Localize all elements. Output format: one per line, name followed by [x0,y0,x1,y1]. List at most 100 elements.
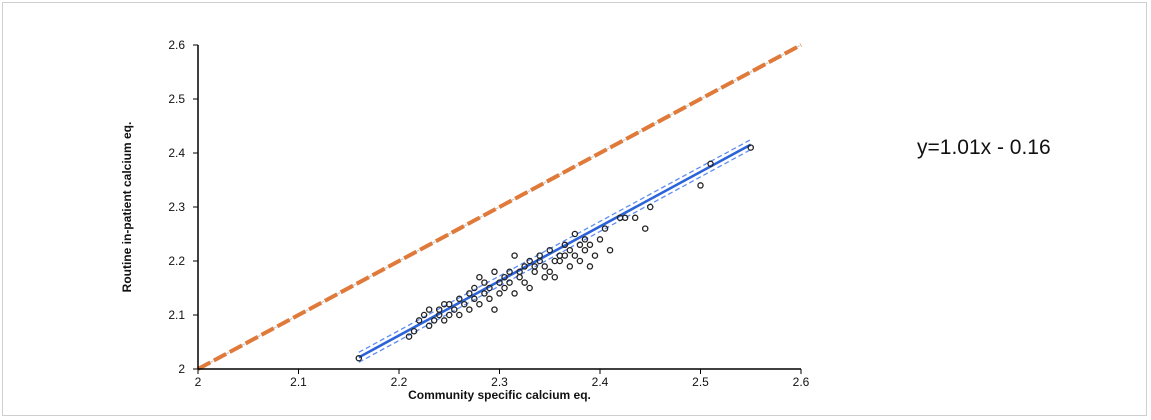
data-point [546,246,554,254]
data-point [445,300,453,308]
data-point [451,306,458,313]
data-point [566,263,574,270]
data-point [571,252,579,259]
regression-equation: y=1.01x - 0.16 [917,136,1051,159]
data-point [471,295,478,303]
data-point [476,300,483,308]
regression-line-layer [358,143,752,359]
data-point [435,306,443,313]
data-point [415,317,423,324]
data-point [576,257,584,265]
data-point [486,284,493,292]
x-tick-label: 2.2 [391,375,408,389]
data-point [566,246,574,254]
data-point [445,311,453,319]
x-axis-label: Community specific calcium eq. [408,388,591,402]
y-tick-label: 2.3 [168,200,185,214]
confidence-band-layer [358,139,752,363]
y-tick-label: 2.4 [168,146,185,160]
data-point [430,317,438,324]
confidence-upper [358,139,752,353]
y-axis-label: Routine in-patient calcium eq. [120,122,134,293]
data-point [481,290,488,297]
x-tick-label: 2.1 [290,375,307,389]
data-point [491,268,498,276]
data-point [410,327,418,335]
data-point [506,268,513,276]
data-point [461,300,468,308]
data-point [531,263,538,270]
data-point [471,284,478,292]
data-point [425,306,433,313]
data-point [511,252,518,259]
data-point [551,273,559,281]
data-point [491,306,498,313]
data-point [481,279,488,286]
data-point [596,236,604,243]
data-point [516,268,523,276]
x-tick-label: 2.6 [793,375,810,389]
data-point [425,322,433,330]
data-point [581,236,589,243]
y-tick-label: 2.6 [168,38,185,52]
data-point [546,268,554,276]
data-points-layer [355,144,755,362]
data-point [501,273,508,281]
x-tick-label: 2.5 [692,375,709,389]
data-point [571,230,579,238]
data-point [516,273,523,281]
data-point [621,214,629,222]
regression-line [358,143,752,359]
scatter-plot: 2 2.1 2.2 2.3 2.4 2.5 2.6 2 2.1 2.2 2.3 2.4 2.5 2.6 C… [120,38,1051,402]
identity-line-layer [197,43,802,371]
data-point [541,273,548,281]
data-point [456,295,463,303]
axes-layer: 2 2.1 2.2 2.3 2.4 2.5 2.6 2 2.1 2.2 2.3 2.4 2.5 2.6 [168,38,809,389]
data-point [531,268,538,276]
data-point [405,333,413,340]
data-point [541,263,548,270]
data-point [641,225,649,232]
data-point [631,214,639,222]
data-point [606,246,614,254]
data-point [466,290,473,297]
data-point [506,279,513,286]
data-point [440,317,448,324]
data-point [591,252,599,259]
identity-line [197,43,802,371]
data-point [576,241,584,249]
data-point [561,252,569,259]
data-point [647,203,654,211]
data-point [561,241,569,249]
data-point [556,257,564,265]
data-point [586,263,594,270]
data-point [420,311,428,319]
data-point [355,354,363,362]
data-point [511,290,518,297]
x-tick-label: 2.3 [491,375,508,389]
data-point [496,290,503,297]
y-tick-label: 2 [178,362,185,376]
data-point [476,273,483,281]
x-tick-label: 2 [195,375,202,389]
data-point [521,263,528,270]
data-point [536,257,543,265]
data-point [501,284,508,292]
data-point [697,182,704,189]
data-point [747,144,755,151]
data-point [521,279,528,286]
data-point [581,246,589,254]
data-point [707,160,714,168]
data-point [486,295,493,303]
data-point [466,306,473,313]
y-tick-label: 2.1 [168,308,185,322]
data-point [586,241,594,249]
confidence-lower [358,149,752,363]
data-point [496,279,503,286]
data-point [601,225,609,232]
y-tick-label: 2.5 [168,92,185,106]
y-tick-label: 2.2 [168,254,185,268]
data-point [526,284,533,292]
data-point [526,257,533,265]
